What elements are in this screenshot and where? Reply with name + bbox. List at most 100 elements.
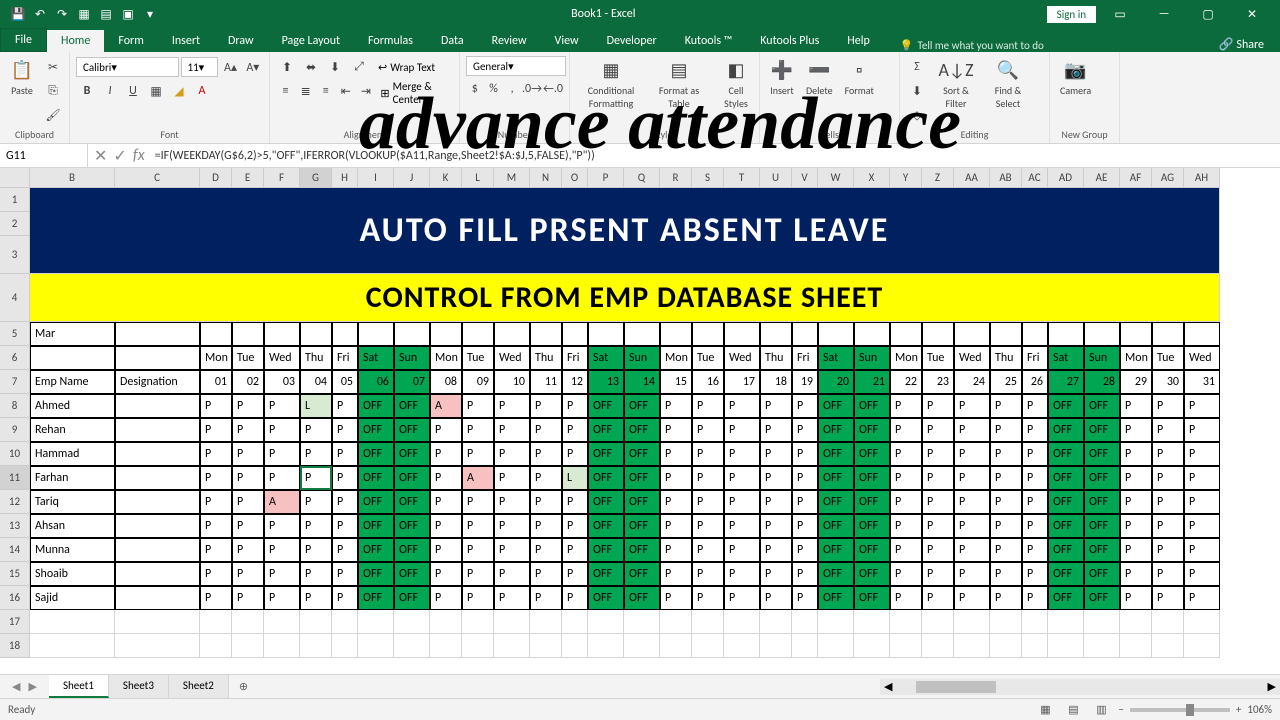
cell[interactable] — [430, 634, 462, 658]
fill-color-button[interactable]: ◢ — [168, 80, 190, 102]
tab-review[interactable]: Review — [478, 30, 541, 52]
column-header[interactable]: AH — [1184, 168, 1220, 188]
cell[interactable]: P — [922, 466, 954, 490]
cell[interactable]: Fri — [562, 346, 588, 370]
redo-icon[interactable]: ↷ — [52, 4, 72, 24]
cell[interactable] — [264, 634, 300, 658]
cell[interactable]: Tue — [232, 346, 264, 370]
cell[interactable]: P — [660, 538, 692, 562]
cell[interactable]: P — [232, 466, 264, 490]
decrease-font-icon[interactable]: A▾ — [243, 56, 263, 78]
cell[interactable]: P — [300, 586, 332, 610]
cell[interactable]: P — [760, 538, 792, 562]
cell[interactable] — [115, 514, 200, 538]
cell[interactable]: OFF — [854, 394, 890, 418]
cell[interactable]: P — [430, 586, 462, 610]
decrease-decimal-icon[interactable]: ←.0 — [543, 78, 563, 100]
cell[interactable] — [300, 322, 332, 346]
cell[interactable]: A — [264, 490, 300, 514]
cell[interactable]: P — [760, 418, 792, 442]
cell[interactable]: P — [792, 562, 818, 586]
cell[interactable]: 24 — [954, 370, 990, 394]
cell[interactable]: OFF — [358, 538, 394, 562]
cell[interactable]: OFF — [1048, 394, 1084, 418]
cell[interactable]: P — [922, 490, 954, 514]
cell[interactable]: OFF — [358, 442, 394, 466]
cell[interactable]: P — [494, 586, 530, 610]
column-header[interactable]: P — [588, 168, 624, 188]
undo-icon[interactable]: ↶ — [30, 4, 50, 24]
cell[interactable]: OFF — [1084, 586, 1120, 610]
align-bottom-icon[interactable]: ⬇ — [324, 56, 346, 78]
cell[interactable]: P — [1022, 490, 1048, 514]
cell[interactable]: Tue — [922, 346, 954, 370]
cell[interactable]: Ahmed — [30, 394, 115, 418]
cell[interactable] — [588, 610, 624, 634]
cell[interactable] — [394, 634, 430, 658]
cell[interactable]: P — [724, 442, 760, 466]
cell[interactable]: P — [332, 490, 358, 514]
cell[interactable]: P — [1022, 538, 1048, 562]
cell[interactable]: P — [760, 394, 792, 418]
cell[interactable]: P — [1120, 442, 1152, 466]
cell[interactable] — [692, 634, 724, 658]
cell[interactable]: P — [264, 418, 300, 442]
cell[interactable]: OFF — [1048, 514, 1084, 538]
insert-button[interactable]: ➕Insert — [766, 56, 798, 99]
cell[interactable] — [624, 634, 660, 658]
ribbon-options-icon[interactable]: ▭ — [1100, 2, 1140, 26]
cell[interactable]: Farhan — [30, 466, 115, 490]
cell[interactable]: OFF — [358, 586, 394, 610]
cell[interactable]: OFF — [854, 562, 890, 586]
cell[interactable]: P — [562, 538, 588, 562]
cell[interactable]: P — [792, 514, 818, 538]
cell[interactable] — [1022, 322, 1048, 346]
cell[interactable]: OFF — [358, 562, 394, 586]
cell[interactable] — [1184, 634, 1220, 658]
font-name-select[interactable]: Calibri ▾ — [76, 57, 179, 77]
format-button[interactable]: ▫Format — [841, 56, 878, 99]
cell[interactable]: P — [1022, 466, 1048, 490]
cell[interactable]: 04 — [300, 370, 332, 394]
cell[interactable]: P — [724, 586, 760, 610]
cell[interactable]: OFF — [588, 490, 624, 514]
cell[interactable]: P — [1152, 538, 1184, 562]
tab-kutools-™[interactable]: Kutools ™ — [671, 30, 747, 52]
cell[interactable]: P — [954, 418, 990, 442]
cell[interactable] — [462, 322, 494, 346]
cell[interactable]: P — [1120, 490, 1152, 514]
cell[interactable]: 05 — [332, 370, 358, 394]
cell[interactable]: Wed — [724, 346, 760, 370]
cell[interactable]: P — [660, 514, 692, 538]
cell[interactable]: OFF — [394, 538, 430, 562]
cell[interactable]: P — [530, 418, 562, 442]
cancel-formula-icon[interactable]: ✕ — [94, 146, 107, 166]
cell[interactable]: P — [1120, 562, 1152, 586]
cell[interactable]: Tue — [692, 346, 724, 370]
cell[interactable]: P — [954, 586, 990, 610]
underline-button[interactable]: U — [122, 80, 144, 102]
cell[interactable]: 13 — [588, 370, 624, 394]
cell[interactable] — [660, 634, 692, 658]
cell[interactable]: P — [922, 418, 954, 442]
cell[interactable]: OFF — [818, 418, 854, 442]
zoom-slider[interactable] — [1130, 708, 1230, 712]
cell[interactable]: P — [332, 538, 358, 562]
cell[interactable]: OFF — [358, 466, 394, 490]
cell[interactable]: 08 — [430, 370, 462, 394]
cell[interactable]: P — [462, 562, 494, 586]
add-sheet-button[interactable]: ⊕ — [229, 680, 258, 693]
cell[interactable]: P — [922, 538, 954, 562]
align-center-icon[interactable]: ≣ — [296, 80, 315, 102]
cell[interactable] — [530, 610, 562, 634]
cell[interactable]: OFF — [624, 466, 660, 490]
cell[interactable]: P — [792, 418, 818, 442]
cell[interactable]: P — [200, 562, 232, 586]
sheet-tab[interactable]: Sheet2 — [169, 675, 229, 698]
column-header[interactable]: W — [818, 168, 854, 188]
row-header[interactable]: 6 — [0, 346, 30, 370]
cell[interactable]: P — [660, 562, 692, 586]
cell[interactable]: 27 — [1048, 370, 1084, 394]
cell[interactable]: P — [1152, 466, 1184, 490]
cell[interactable]: P — [660, 586, 692, 610]
